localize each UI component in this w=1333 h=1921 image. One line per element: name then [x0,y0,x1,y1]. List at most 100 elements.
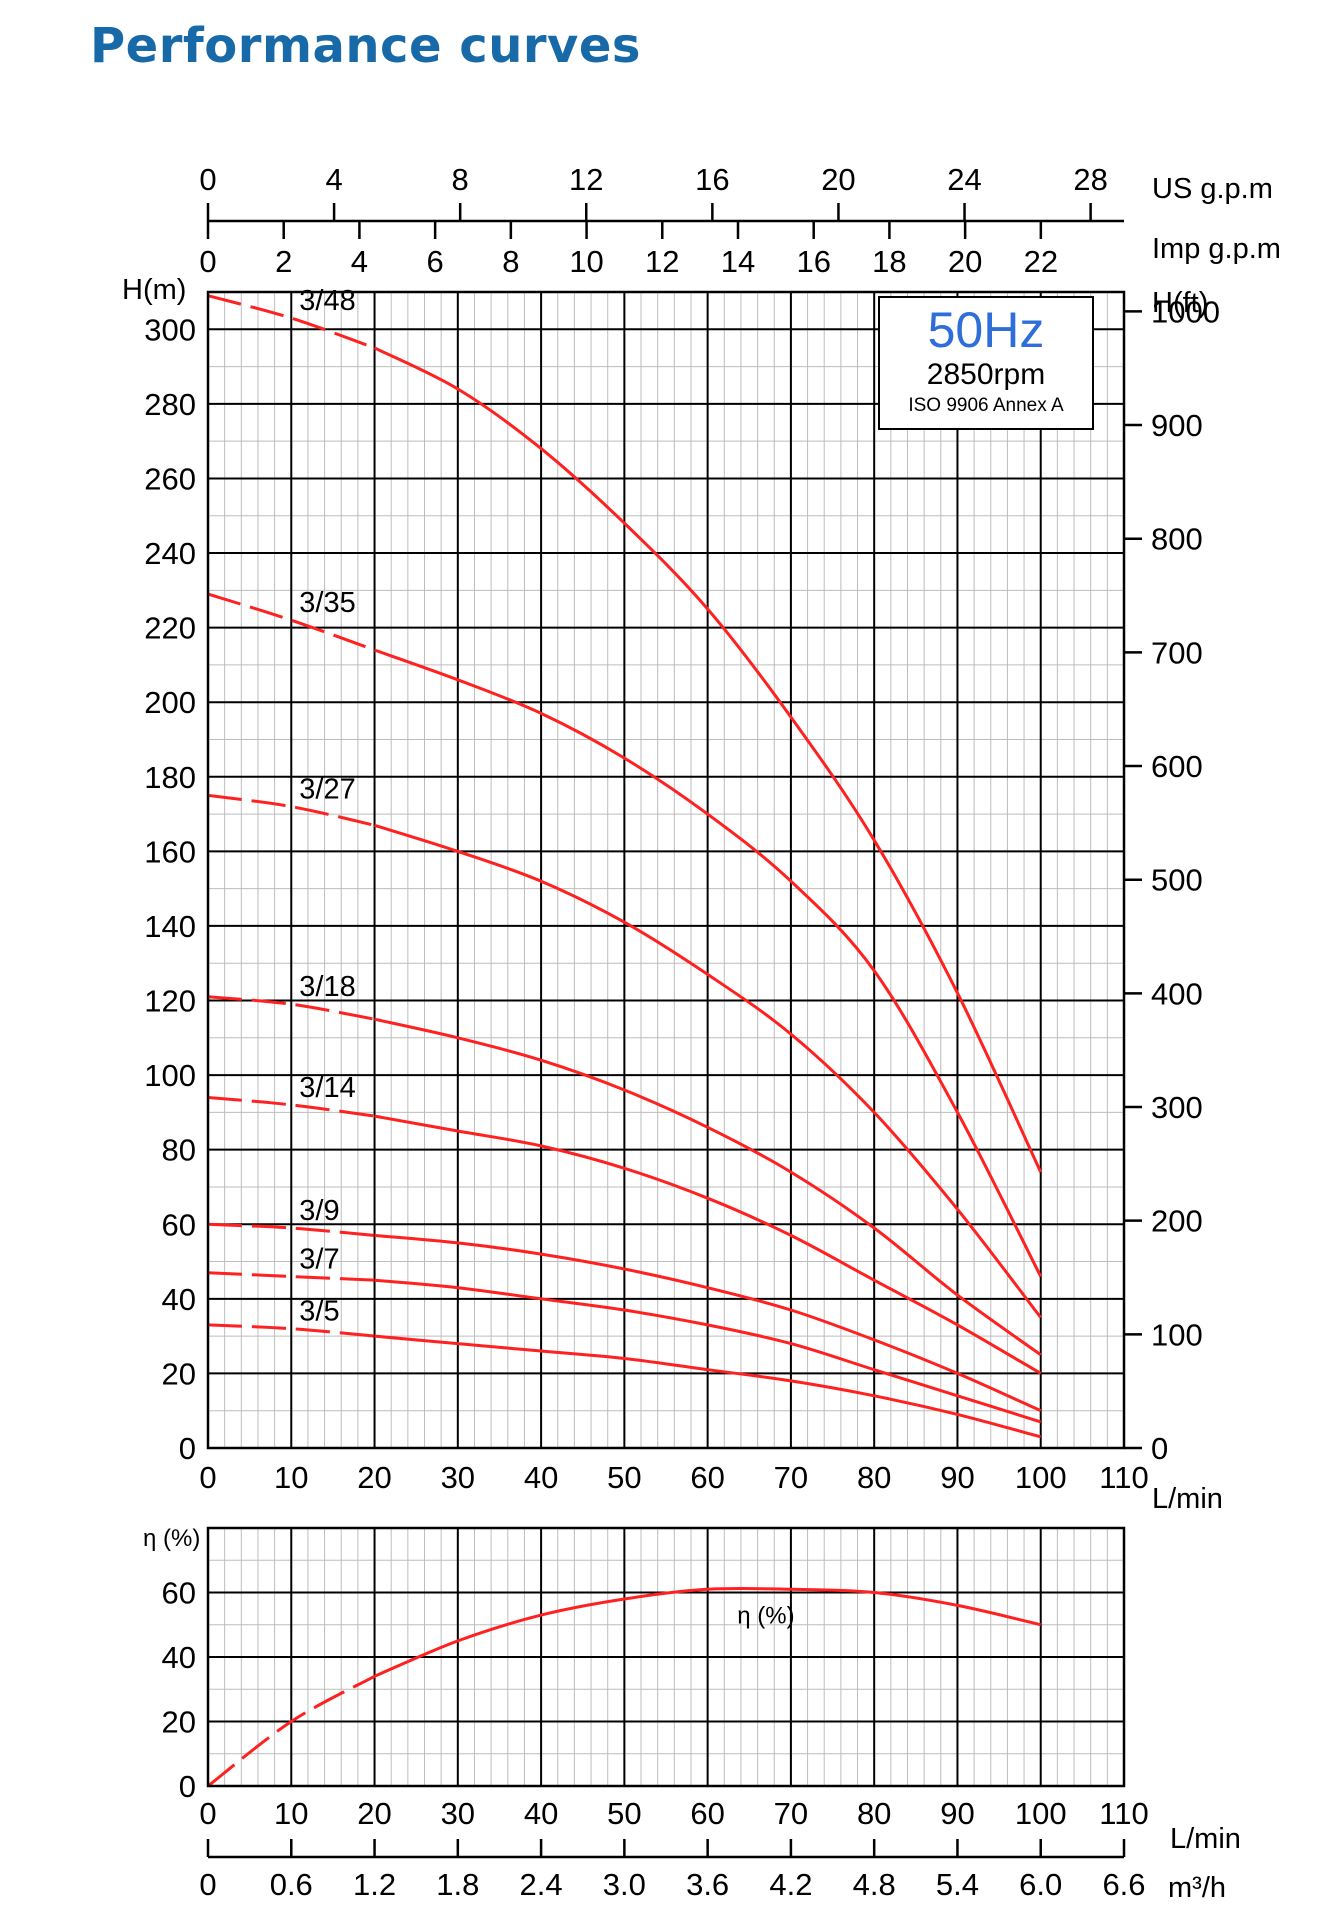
imp-gpm-tick-label: 12 [645,244,679,279]
head-x-tick-label: 40 [524,1460,558,1495]
imp-gpm-axis-label: Imp g.p.m [1152,233,1281,265]
imp-gpm-tick-label: 8 [502,244,519,279]
head-ft-tick-label: 800 [1151,522,1203,557]
head-ft-axis-label: H(ft) [1152,287,1208,319]
series-label-3-7: 3/7 [299,1243,339,1275]
m3h-tick-label: 5.4 [936,1867,979,1902]
imp-gpm-tick-label: 22 [1024,244,1058,279]
imp-gpm-tick-label: 10 [569,244,603,279]
curve-3-27-line [374,823,1042,1319]
eff-x-tick-label: 10 [274,1796,308,1831]
eff-y-tick-label: 60 [162,1576,196,1611]
head-x-tick-label: 20 [357,1460,391,1495]
curve-3-35-dashed [207,592,376,652]
head-grid-major [208,292,1124,1448]
curve-3-14-line [374,1114,1042,1375]
axis-titles: US g.p.m Imp g.p.m H(m) H(ft) L/min η (%) L/mi… [122,173,1281,1904]
us-gpm-tick-label: 16 [695,162,729,197]
head-curves: 3/48 3/35 3/27 3/18 3/14 3/9 3/7 3/5 [207,285,1043,1439]
eff-x-tick-label: 70 [774,1796,808,1831]
curve-3-14-dashed [207,1096,375,1118]
efficiency-grid-major [208,1528,1124,1786]
head-y-tick-label: 280 [144,387,196,422]
us-gpm-tick-label: 28 [1073,162,1107,197]
head-ft-tick-label: 400 [1151,976,1203,1011]
m3h-tick-label: 1.8 [436,1867,479,1902]
eff-x-tick-label: 110 [1099,1796,1148,1831]
curve-3-35-line [373,648,1043,1278]
curve-3-7-dashed [207,1271,375,1282]
head-x-tick-label: 50 [607,1460,641,1495]
axis-lines [206,203,1142,1859]
curve-efficiency-dashed [207,1674,376,1788]
efficiency-plot-frame [206,1526,1126,1788]
curve-3-7-line [374,1278,1042,1424]
m3h-tick-label: 1.2 [353,1867,396,1902]
m3h-tick-label: 0.6 [270,1867,313,1902]
series-label-efficiency: η (%) [737,1602,794,1629]
imp-gpm-tick-label: 16 [796,244,830,279]
m3h-axis-label: m³/h [1168,1872,1226,1904]
head-ft-tick-label: 1000 [1151,294,1220,329]
series-label-3-35: 3/35 [299,587,355,619]
eff-x-axis-label: L/min [1170,1823,1241,1855]
head-y-tick-label: 300 [144,312,196,347]
eff-x-tick-label: 0 [199,1796,216,1831]
eff-x-tick-label: 100 [1015,1796,1067,1831]
eff-y-axis-label: η (%) [143,1525,200,1552]
head-plot-frame [206,290,1126,1450]
head-y-tick-label: 40 [162,1282,196,1317]
us-gpm-tick-label: 8 [452,162,469,197]
series-label-3-5: 3/5 [299,1296,339,1328]
curve-3-9-line [374,1233,1042,1413]
head-ft-tick-label: 0 [1151,1431,1168,1466]
m3h-tick-label: 4.8 [853,1867,896,1902]
eff-y-tick-label: 0 [179,1769,196,1804]
us-gpm-tick-label: 0 [199,162,216,197]
curve-3-48-dashed [207,294,376,350]
head-x-tick-label: 110 [1099,1460,1148,1495]
imp-gpm-tick-label: 20 [948,244,982,279]
m3h-tick-label: 6.6 [1102,1867,1145,1902]
head-y-tick-label: 0 [179,1431,196,1466]
head-y-tick-label: 200 [144,685,196,720]
us-gpm-tick-label: 4 [325,162,342,197]
head-y-tick-label: 140 [144,909,196,944]
head-ft-tick-label: 500 [1151,863,1203,898]
head-y-tick-label: 240 [144,536,196,571]
tick-labels: 0 4 8 12 16 20 24 280 2 4 6 8 10 12 14 16 18 20 220 10 20 30 4… [144,162,1220,1902]
head-x-tick-label: 0 [199,1460,216,1495]
m3h-tick-label: 2.4 [520,1867,563,1902]
eff-x-tick-label: 80 [857,1796,891,1831]
curve-3-18-line [374,1017,1042,1357]
page-title: Performance curves [90,18,641,74]
m3h-tick-label: 3.0 [603,1867,646,1902]
eff-x-tick-label: 90 [940,1796,974,1831]
speed-label: 2850rpm [926,358,1046,391]
us-gpm-tick-label: 20 [821,162,855,197]
us-gpm-axis-label: US g.p.m [1152,173,1273,205]
head-ft-tick-label: 700 [1151,635,1203,670]
series-label-3-27: 3/27 [299,774,355,806]
curve-efficiency-line [373,1586,1042,1678]
series-label-3-9: 3/9 [299,1195,339,1227]
eff-x-tick-label: 60 [690,1796,724,1831]
head-x-tick-label: 60 [690,1460,724,1495]
curve-3-18-dashed [207,995,375,1021]
curve-3-5-line [374,1334,1042,1439]
head-y-tick-label: 260 [144,461,196,496]
head-ft-tick-label: 100 [1151,1317,1203,1352]
eff-x-tick-label: 20 [357,1796,391,1831]
imp-gpm-tick-label: 2 [275,244,292,279]
eff-y-tick-label: 40 [162,1640,196,1675]
head-x-tick-label: 80 [857,1460,891,1495]
head-ft-tick-label: 200 [1151,1204,1203,1239]
head-ft-tick-label: 900 [1151,408,1203,443]
head-y-axis-label: H(m) [122,274,186,306]
series-label-3-18: 3/18 [299,971,355,1003]
efficiency-curves: η (%) [207,1586,1042,1788]
imp-gpm-tick-label: 0 [199,244,216,279]
head-x-tick-label: 100 [1015,1460,1067,1495]
head-ft-tick-label: 300 [1151,1090,1203,1125]
